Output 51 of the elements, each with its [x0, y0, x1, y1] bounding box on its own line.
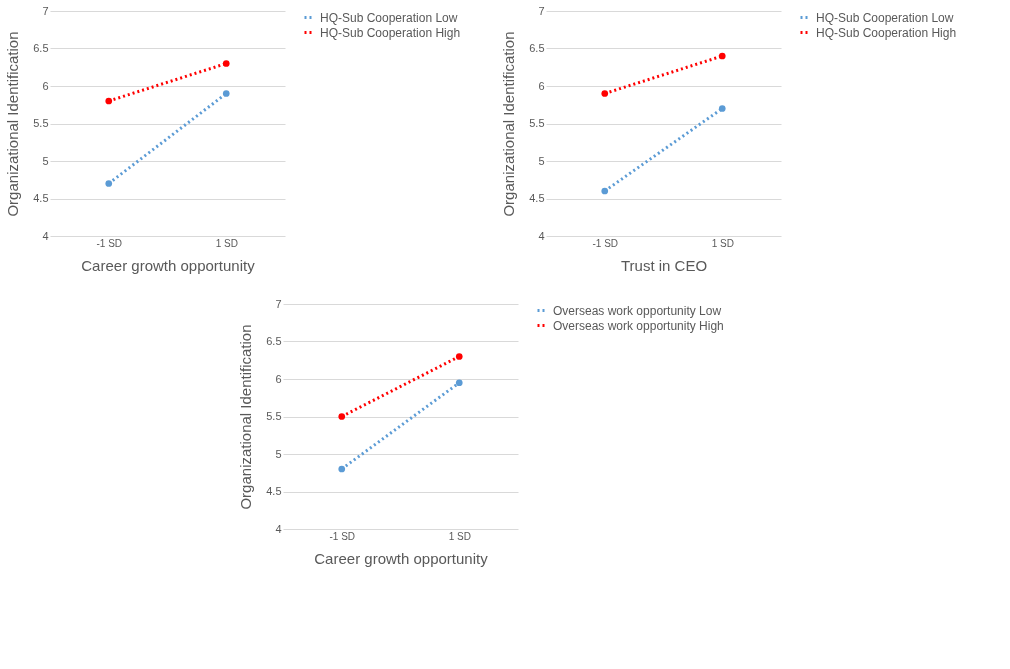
point [601, 187, 609, 195]
y-tick-label: 5 [538, 154, 545, 167]
point [338, 413, 346, 420]
point [105, 180, 113, 187]
y-tick-label: 4.5 [33, 192, 49, 204]
y-tick-label: 4.5 [529, 192, 545, 204]
y-tick-label: 5.5 [33, 117, 49, 129]
y-tick-label: 4 [42, 229, 49, 242]
y-tick-label: 7 [42, 4, 49, 17]
y-tick-label: 5 [42, 154, 49, 167]
point [105, 97, 113, 105]
legend-label: HQ-Sub Cooperation Low [320, 10, 458, 25]
point [455, 353, 463, 360]
legend-label: HQ-Sub Cooperation High [816, 25, 957, 40]
point [455, 379, 463, 387]
y-tick-label: 6.5 [529, 42, 545, 54]
legend-label: Overseas work opportunity Low [553, 303, 722, 318]
x-tick-label: -1 SD [96, 237, 123, 249]
y-axis-title: Organizational Identification [237, 324, 255, 510]
y-tick-label: 5.5 [266, 410, 282, 422]
y-tick-label: 5 [275, 447, 282, 460]
y-tick-label: 6.5 [33, 42, 49, 54]
point [601, 90, 609, 97]
x-tick-label: -1 SD [592, 237, 619, 249]
y-axis-title: Organizational Identification [4, 31, 22, 217]
x-tick-label: -1 SD [329, 530, 356, 542]
legend-label: HQ-Sub Cooperation Low [816, 10, 954, 25]
point [222, 60, 230, 67]
x-axis-title: Career growth opportunity [314, 549, 489, 567]
y-tick-label: 7 [275, 297, 282, 310]
y-tick-label: 7 [538, 4, 545, 17]
y-tick-label: 6 [538, 79, 545, 92]
y-tick-label: 6 [275, 372, 282, 385]
y-axis-title: Organizational Identification [500, 31, 518, 217]
y-tick-label: 4 [538, 229, 545, 242]
y-tick-label: 5.5 [529, 117, 545, 129]
x-tick-label: 1 SD [448, 530, 471, 542]
x-tick-label: 1 SD [711, 237, 734, 249]
y-tick-label: 6.5 [266, 335, 282, 347]
point [718, 52, 726, 60]
legend-label: Overseas work opportunity High [553, 318, 724, 333]
x-axis-title: Career growth opportunity [81, 256, 256, 274]
y-tick-label: 4.5 [266, 485, 282, 497]
point [718, 105, 726, 112]
x-tick-label: 1 SD [215, 237, 238, 249]
point [338, 465, 346, 473]
legend-label: HQ-Sub Cooperation High [320, 25, 461, 40]
x-axis-title: Trust in CEO [620, 256, 708, 274]
y-tick-label: 6 [42, 79, 49, 92]
point [222, 90, 230, 97]
y-tick-label: 4 [275, 522, 282, 535]
